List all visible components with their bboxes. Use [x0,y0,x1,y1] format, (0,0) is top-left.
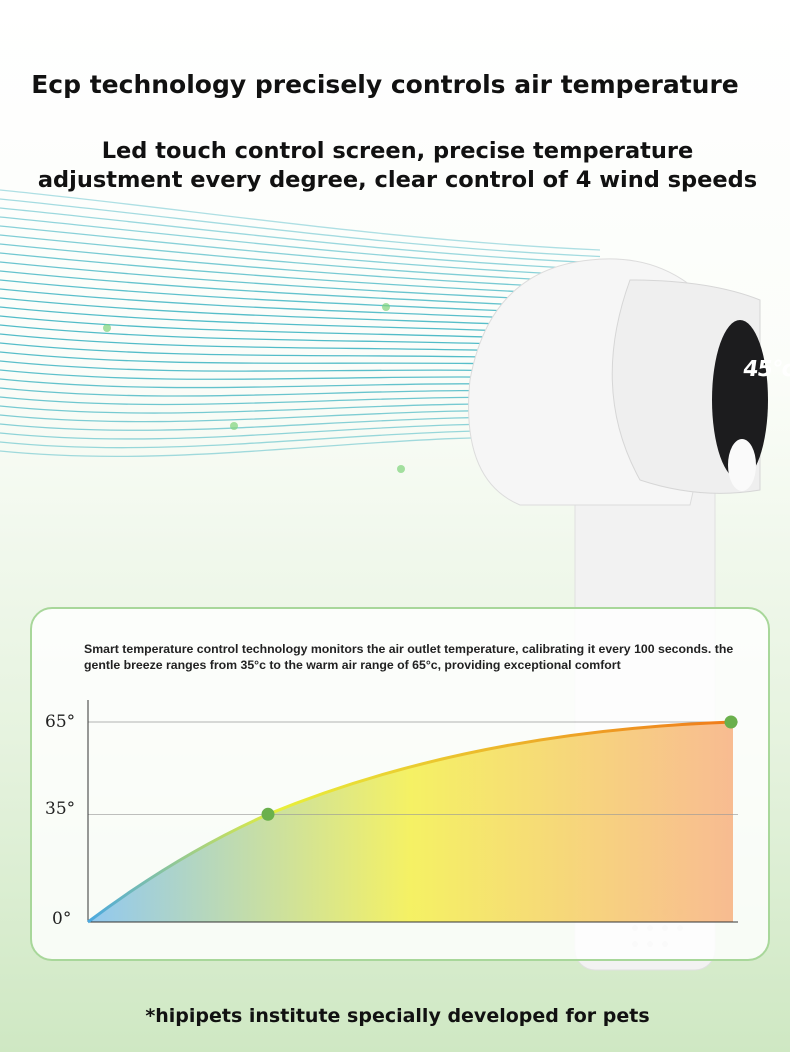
wind-line [0,189,600,251]
wind-line [0,207,600,264]
particle-dot [230,422,238,430]
wind-line [0,198,600,258]
wind-line [0,252,600,297]
particle-dot [397,465,405,473]
subheadline-line-1: Led touch control screen, precise temper… [101,138,694,164]
y-tick-35: 35° [45,799,76,819]
particle-dot [103,324,111,332]
wind-line [0,243,600,290]
subheadline-line-2: adjustment every degree, clear control o… [37,167,758,193]
y-tick-0: 0° [52,909,72,929]
footer-note: *hipipets institute specially developed … [145,1005,650,1027]
display-temperature: 45°c [741,357,790,382]
y-tick-65: 65° [45,712,76,732]
wind-line [0,234,600,284]
wind-line [0,225,600,277]
wind-line [0,216,600,271]
headline: Ecp technology precisely controls air te… [31,70,739,99]
particle-dot [382,303,390,311]
subheadline: Led touch control screen, precise temper… [0,137,790,195]
description-text: Smart temperature control technology mon… [84,642,734,672]
